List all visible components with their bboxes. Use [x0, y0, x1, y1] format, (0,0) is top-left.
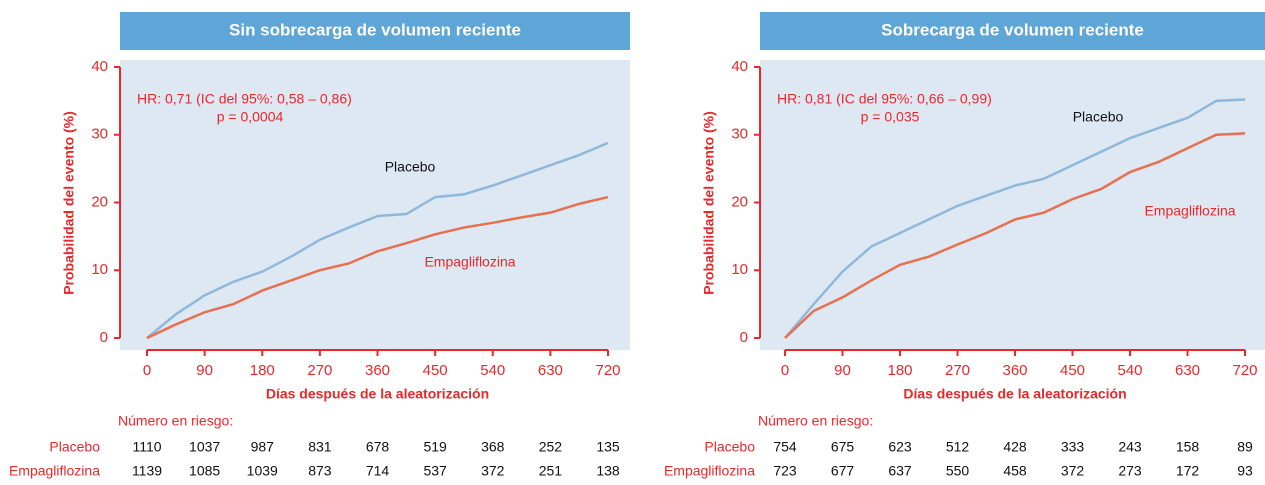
- annotation: HR: 0,81 (IC del 95%: 0,66 – 0,99): [777, 91, 992, 107]
- risk-value: 89: [1237, 439, 1253, 455]
- x-tick-label: 630: [1175, 362, 1200, 379]
- risk-value: 1039: [247, 463, 278, 479]
- x-tick-label: 180: [250, 362, 275, 379]
- y-tick-label: 40: [731, 58, 748, 75]
- survival-line: [146, 195, 609, 340]
- risk-value: 1139: [132, 463, 162, 479]
- y-tick-label: 30: [91, 126, 108, 143]
- risk-value: 93: [1237, 463, 1253, 479]
- y-axis-label: Probabilidad del evento (%): [61, 111, 77, 295]
- x-tick-label: 0: [143, 362, 151, 379]
- risk-value: 372: [1061, 463, 1085, 479]
- plot-area: [760, 60, 1265, 350]
- y-tick-label: 0: [100, 329, 108, 346]
- plot-area: [120, 60, 630, 350]
- x-axis-label: Días después de la aleatorización: [266, 386, 489, 402]
- x-tick-label: 450: [1060, 362, 1085, 379]
- annotation: p = 0,0004: [217, 109, 284, 125]
- risk-value: 754: [773, 439, 797, 455]
- risk-value: 158: [1176, 439, 1200, 455]
- risk-value: 677: [831, 463, 855, 479]
- risk-value: 138: [596, 463, 620, 479]
- x-tick-label: 270: [307, 362, 332, 379]
- annotation: p = 0,035: [861, 109, 920, 125]
- y-tick-label: 0: [740, 329, 748, 346]
- x-tick-label: 270: [945, 362, 970, 379]
- risk-row-name: Empagliflozina: [9, 463, 100, 479]
- risk-value: 550: [946, 463, 970, 479]
- x-tick-label: 90: [196, 362, 213, 379]
- x-tick-label: 0: [781, 362, 789, 379]
- risk-value: 428: [1003, 439, 1027, 455]
- series-label: Empagliflozina: [1144, 203, 1235, 219]
- risk-value: 251: [539, 463, 563, 479]
- x-tick-label: 180: [887, 362, 912, 379]
- x-tick-label: 450: [423, 362, 448, 379]
- risk-value: 714: [366, 463, 390, 479]
- y-tick-label: 40: [91, 58, 108, 75]
- x-tick-label: 90: [834, 362, 851, 379]
- risk-value: 519: [423, 439, 447, 455]
- title-box: [120, 12, 630, 50]
- risk-value: 873: [308, 463, 332, 479]
- risk-value: 1085: [189, 463, 220, 479]
- y-tick-label: 30: [731, 126, 748, 143]
- risk-row-name: Placebo: [49, 439, 100, 455]
- risk-value: 1110: [132, 439, 161, 455]
- y-tick-label: 20: [91, 193, 108, 210]
- risk-value: 135: [596, 439, 620, 455]
- y-tick-label: 20: [731, 193, 748, 210]
- risk-value: 172: [1176, 463, 1200, 479]
- survival-line: [784, 132, 1246, 339]
- risk-value: 623: [888, 439, 912, 455]
- x-tick-label: 360: [1002, 362, 1027, 379]
- chart-title: Sin sobrecarga de volumen reciente: [229, 20, 521, 39]
- risk-value: 537: [423, 463, 447, 479]
- title-box: [760, 12, 1265, 50]
- x-tick-label: 630: [538, 362, 563, 379]
- x-tick-label: 360: [365, 362, 390, 379]
- risk-value: 1037: [189, 439, 220, 455]
- series-label: Placebo: [1073, 109, 1124, 125]
- risk-value: 243: [1118, 439, 1142, 455]
- y-tick-label: 10: [731, 261, 748, 278]
- x-tick-label: 720: [595, 362, 620, 379]
- risk-value: 987: [251, 439, 275, 455]
- chart-title: Sobrecarga de volumen reciente: [881, 20, 1144, 39]
- risk-value: 512: [946, 439, 970, 455]
- risk-value: 458: [1003, 463, 1027, 479]
- y-axis-label: Probabilidad del evento (%): [701, 111, 717, 295]
- risk-value: 252: [539, 439, 563, 455]
- survival-line: [146, 141, 609, 339]
- risk-value: 723: [773, 463, 797, 479]
- risk-value: 273: [1118, 463, 1142, 479]
- y-tick-label: 10: [91, 261, 108, 278]
- x-tick-label: 540: [1117, 362, 1142, 379]
- x-axis-label: Días después de la aleatorización: [903, 386, 1126, 402]
- risk-title: Número en riesgo:: [118, 413, 233, 429]
- x-tick-label: 540: [480, 362, 505, 379]
- risk-value: 831: [308, 439, 332, 455]
- series-label: Placebo: [385, 159, 436, 175]
- x-tick-label: 720: [1232, 362, 1257, 379]
- risk-title: Número en riesgo:: [758, 413, 873, 429]
- risk-value: 675: [831, 439, 855, 455]
- risk-value: 678: [366, 439, 390, 455]
- risk-value: 637: [888, 463, 912, 479]
- risk-row-name: Empagliflozina: [664, 463, 755, 479]
- risk-value: 333: [1061, 439, 1085, 455]
- survival-line: [784, 98, 1246, 339]
- risk-row-name: Placebo: [704, 439, 755, 455]
- risk-value: 372: [481, 463, 505, 479]
- series-label: Empagliflozina: [424, 254, 515, 270]
- annotation: HR: 0,71 (IC del 95%: 0,58 – 0,86): [137, 91, 352, 107]
- risk-value: 368: [481, 439, 505, 455]
